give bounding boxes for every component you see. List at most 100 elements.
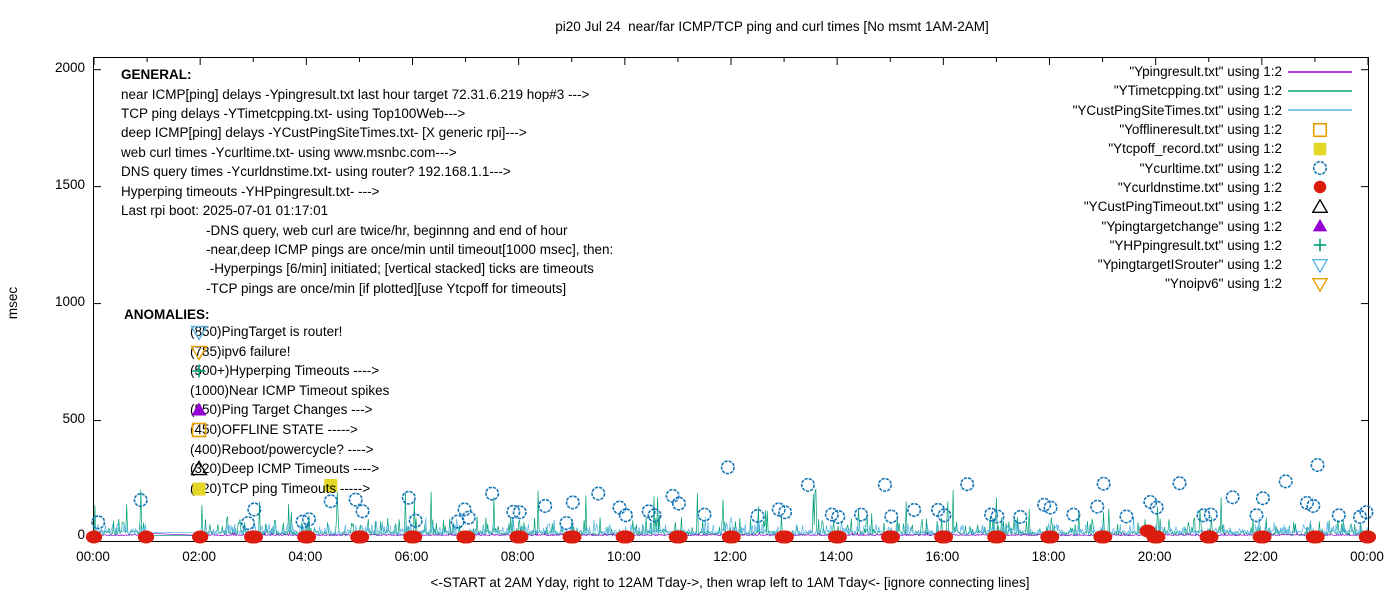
general-heading: GENERAL: [121,67,192,82]
y-tick-label: 2000 [54,59,85,75]
circle-open-marker [485,486,500,501]
general-line: Last rpi boot: 2025-07-01 01:17:01 [121,202,329,218]
anomaly-label: (850)PingTarget is router! [190,324,343,339]
triangle-down-open-icon [1311,258,1329,273]
legend-entry: "Ypingresult.txt" using 1:2 [1073,62,1354,81]
dot-marker [618,530,635,544]
square-filled-icon [192,482,206,496]
legend-entry: "Ytcpoff_record.txt" using 1:2 [1073,139,1354,158]
general-subline: -near,deep ICMP pings are once/min until… [206,241,614,257]
anomaly-label: (500+)Hyperping Timeouts ----> [190,363,380,379]
circle-open-marker [854,507,869,522]
circle-open-marker [408,513,423,528]
series-Ycurldnstime.txt [85,524,1377,544]
triangle-down-open-marker [190,345,208,361]
circle-open-marker [565,495,580,510]
dot-marker [1255,530,1272,544]
x-axis-note: <-START at 2AM Yday, right to 12AM Tday-… [430,575,1030,590]
legend-entry: "Ycurldnstime.txt" using 1:2 [1073,178,1354,197]
dot-marker [989,530,1007,544]
dot-marker [830,530,847,544]
dot-marker [671,530,688,544]
circle-open-marker [647,508,662,523]
general-line: deep ICMP[ping] delays -YCustPingSiteTim… [121,125,527,141]
general-subline: -TCP pings are once/min [if plotted][use… [206,280,567,296]
circle-open-marker [1096,476,1111,491]
x-tick-label: 12:00 [713,549,747,564]
series-Ycurltime.txt [91,457,1374,531]
y-tick-label: 500 [62,410,85,426]
legend-line-sample [1288,90,1352,92]
anomaly-label: (220)TCP ping Timeouts -----> [190,480,371,496]
circle-open-marker [877,477,892,492]
anomaly-label: (320)Deep ICMP Timeouts ----> [190,461,380,477]
circle-open-marker [1306,498,1321,513]
general-line: DNS query times -Ycurldnstime.txt- using… [121,164,511,180]
circle-open-marker [612,500,627,515]
dot-marker [1149,530,1166,544]
y-axis-label: msec [5,286,20,320]
square-open-icon [1312,122,1328,137]
circle-open-marker [671,496,687,511]
circle-open-marker [247,502,262,517]
square-open-icon [191,422,207,438]
circle-open-marker [800,477,816,492]
triangle-up-filled-icon [191,402,207,416]
dot-marker [192,530,209,544]
anomaly-item: (320)Deep ICMP Timeouts ----> [190,460,380,477]
square-filled-marker [324,479,338,493]
circle-open-marker [1225,490,1240,505]
general-line: TCP ping delays -YTimetcpping.txt- using… [121,105,466,121]
x-tick-label: 18:00 [1031,549,1066,564]
circle-open-marker [1249,508,1264,523]
plot-area: GENERAL: near ICMP[ping] delays -Ypingre… [85,57,1377,544]
circle-open-marker [538,498,553,513]
triangle-up-filled-icon [1312,218,1328,232]
anomaly-label: (785)ipv6 failure! [190,343,291,359]
circle-open-marker [401,490,416,505]
legend-label: "Ycurltime.txt" using 1:2 [1139,160,1282,176]
circle-filled-icon [1313,181,1327,194]
x-tick-label: 22:00 [1243,549,1278,564]
anomaly-label: (550)Ping Target Changes ---> [190,402,373,418]
dot-marker [565,530,582,544]
triangle-down-open-icon [190,325,208,341]
dot-marker [459,530,476,544]
general-line: near ICMP[ping] delays -Ypingresult.txt … [121,86,590,102]
circle-open-marker [937,508,952,523]
legend-label: "YpingtargetISrouter" using 1:2 [1097,257,1282,273]
series-Ytcpoff_record.txt [324,479,338,493]
circle-open-marker [133,493,148,508]
legend-entry: "Ypingtargetchange" using 1:2 [1073,216,1354,235]
anomaly-item: (850)PingTarget is router! [190,324,343,341]
circle-open-marker [720,460,735,475]
dot-marker [137,530,155,544]
legend-label: "YCustPingTimeout.txt" using 1:2 [1083,199,1282,215]
x-tick-label: 02:00 [182,549,217,564]
circle-open-marker [1278,474,1293,489]
dot-marker [936,530,954,544]
general-subline: -DNS query, web curl are twice/hr, begin… [206,222,568,238]
circle-open-marker [240,515,255,531]
circle-filled-marker [1313,181,1327,194]
x-tick-label: 04:00 [288,549,323,564]
circle-open-marker [323,494,338,509]
y-tick-label: 0 [77,527,85,543]
circle-open-marker [506,504,521,519]
dot-marker [777,530,794,544]
legend-entry: "YTimetcpping.txt" using 1:2 [1073,81,1354,100]
circle-open-marker [457,502,472,517]
circle-open-marker [990,509,1005,524]
legend-line-sample [1288,70,1352,73]
legend-label: "YHPpingresult.txt" using 1:2 [1109,237,1282,253]
circle-open-marker [1310,457,1325,473]
triangle-up-open-marker [190,460,208,476]
no-icon [190,442,208,458]
anomaly-label: (1000)Near ICMP Timeout spikes [190,382,390,398]
circle-open-marker [1037,497,1052,512]
triangle-up-open-icon [1311,198,1329,213]
series-YCustPingSiteTimes.txt [93,516,1369,537]
circle-open-marker [1172,476,1187,491]
x-tick-label: 00:00 [1350,549,1384,564]
plus-icon [1313,239,1327,252]
